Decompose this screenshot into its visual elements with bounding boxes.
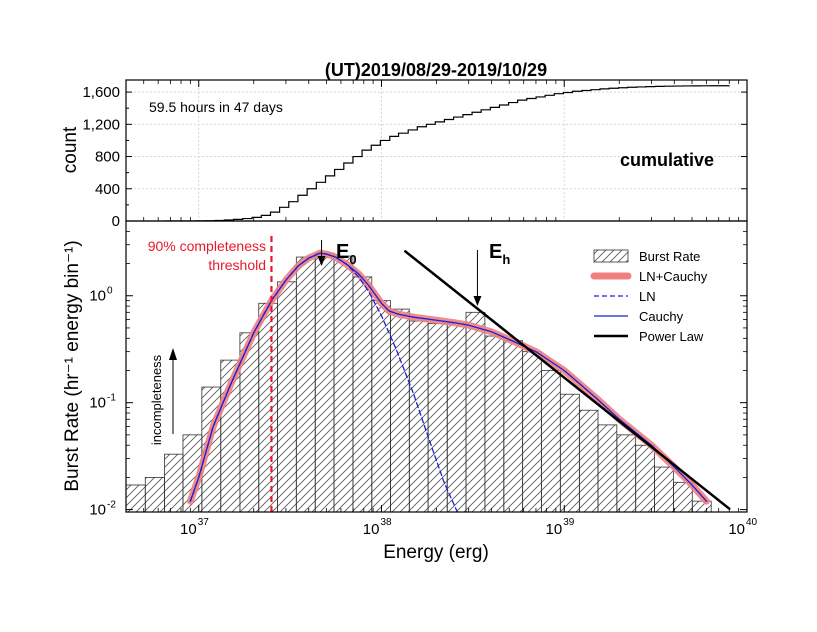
top-grid bbox=[126, 80, 747, 221]
cumulative-line bbox=[164, 85, 730, 221]
eh-arrow-head bbox=[473, 296, 482, 306]
chart-title: (UT)2019/08/29-2019/10/29 bbox=[325, 60, 547, 80]
top-ytick-label-3: 1,200 bbox=[82, 116, 120, 133]
legend-item-ln-cauchy: LN+Cauchy bbox=[590, 269, 708, 284]
legend-label: LN bbox=[639, 289, 656, 304]
bot-ytick-label-1: 10 bbox=[89, 395, 106, 412]
e0-label: E0 bbox=[336, 241, 357, 267]
bar-26 bbox=[616, 434, 637, 512]
bar-0 bbox=[126, 484, 146, 512]
bar-25 bbox=[597, 424, 618, 512]
legend-item-cauchy: Cauchy bbox=[594, 309, 684, 324]
top-y-ticks: 0 400 800 1,200 1,600 bbox=[82, 84, 747, 230]
bot-ytick-label-2: 10 bbox=[89, 288, 106, 305]
bar-27 bbox=[635, 444, 655, 512]
bar-20 bbox=[503, 340, 524, 512]
incompleteness-arrow bbox=[169, 348, 177, 434]
bar-28 bbox=[654, 466, 674, 512]
x-axis-label: Energy (erg) bbox=[383, 542, 489, 563]
bottom-frame bbox=[125, 220, 748, 513]
xtick-label-1: 10 bbox=[363, 521, 380, 538]
legend-item-burst-rate: Burst Rate bbox=[593, 249, 700, 264]
legend: Burst Rate LN+Cauchy LN Cauchy Power Law bbox=[590, 249, 708, 344]
bar-18 bbox=[465, 311, 486, 512]
burst-rate-bars bbox=[126, 252, 712, 512]
top-ytick-label-2: 800 bbox=[95, 149, 120, 166]
xtick-exp-3: 40 bbox=[746, 517, 758, 528]
bar-19 bbox=[484, 335, 505, 512]
x-ticks: 10 37 10 38 10 39 10 40 bbox=[143, 80, 758, 538]
cumulative-label: cumulative bbox=[620, 150, 714, 170]
legend-swatch-hatch bbox=[593, 249, 629, 263]
eh-label-base: E bbox=[489, 241, 502, 263]
bar-7 bbox=[258, 302, 278, 512]
top-ytick-label-1: 400 bbox=[95, 181, 120, 198]
bottom-y-axis-label: Burst Rate (hr⁻¹ energy bin⁻¹) bbox=[62, 240, 83, 491]
legend-label: LN+Cauchy bbox=[639, 269, 708, 284]
bar-22 bbox=[541, 370, 561, 512]
threshold-label-line2: threshold bbox=[208, 257, 266, 273]
legend-label: Power Law bbox=[639, 329, 704, 344]
bar-14 bbox=[390, 308, 410, 512]
top-y-axis-label: count bbox=[60, 126, 81, 173]
model-curves bbox=[186, 249, 731, 512]
bar-21 bbox=[522, 351, 542, 512]
xtick-exp-0: 37 bbox=[198, 517, 210, 528]
bar-13 bbox=[371, 300, 391, 512]
bar-11 bbox=[333, 255, 354, 512]
bar-2 bbox=[164, 453, 184, 512]
cumulative-panel: 0 400 800 1,200 1,600 count 59.5 hours in 47… bbox=[60, 80, 747, 230]
bar-15 bbox=[408, 320, 429, 512]
e0-label-sub: 0 bbox=[349, 252, 356, 267]
bar-17 bbox=[446, 323, 467, 512]
bar-1 bbox=[144, 477, 165, 512]
xtick-label-3: 10 bbox=[728, 521, 745, 538]
xtick-label-2: 10 bbox=[546, 521, 563, 538]
xtick-exp-1: 38 bbox=[380, 517, 392, 528]
bar-9 bbox=[295, 256, 316, 512]
e0-arrow-head bbox=[317, 256, 326, 266]
bar-23 bbox=[559, 393, 580, 512]
threshold-label-line1: 90% completeness bbox=[148, 238, 266, 254]
cumulative-series bbox=[164, 85, 730, 221]
eh-label-sub: h bbox=[502, 252, 510, 267]
bot-ytick-exp-2: 0 bbox=[107, 286, 113, 297]
observation-note: 59.5 hours in 47 days bbox=[149, 99, 283, 115]
legend-label: Cauchy bbox=[639, 309, 684, 324]
energy-markers bbox=[317, 240, 482, 306]
bar-10 bbox=[314, 252, 335, 512]
bar-12 bbox=[352, 276, 373, 512]
bar-24 bbox=[578, 409, 599, 512]
bar-8 bbox=[277, 281, 297, 512]
bot-ytick-label-0: 10 bbox=[89, 502, 106, 519]
bot-ytick-exp-1: -1 bbox=[107, 393, 116, 404]
xtick-label-0: 10 bbox=[180, 521, 197, 538]
xtick-exp-2: 39 bbox=[563, 517, 575, 528]
incompleteness-label: incompleteness bbox=[149, 354, 164, 445]
ln-curve bbox=[189, 252, 458, 512]
legend-label: Burst Rate bbox=[639, 249, 700, 264]
bot-ytick-exp-0: -2 bbox=[107, 500, 116, 511]
legend-item-power-law: Power Law bbox=[594, 329, 704, 344]
power-law-line bbox=[404, 250, 731, 510]
top-ytick-label-0: 0 bbox=[112, 213, 120, 230]
top-ytick-label-4: 1,600 bbox=[82, 84, 120, 101]
eh-label: Eh bbox=[489, 241, 510, 267]
legend-item-ln: LN bbox=[594, 289, 656, 304]
e0-label-base: E bbox=[336, 241, 349, 263]
